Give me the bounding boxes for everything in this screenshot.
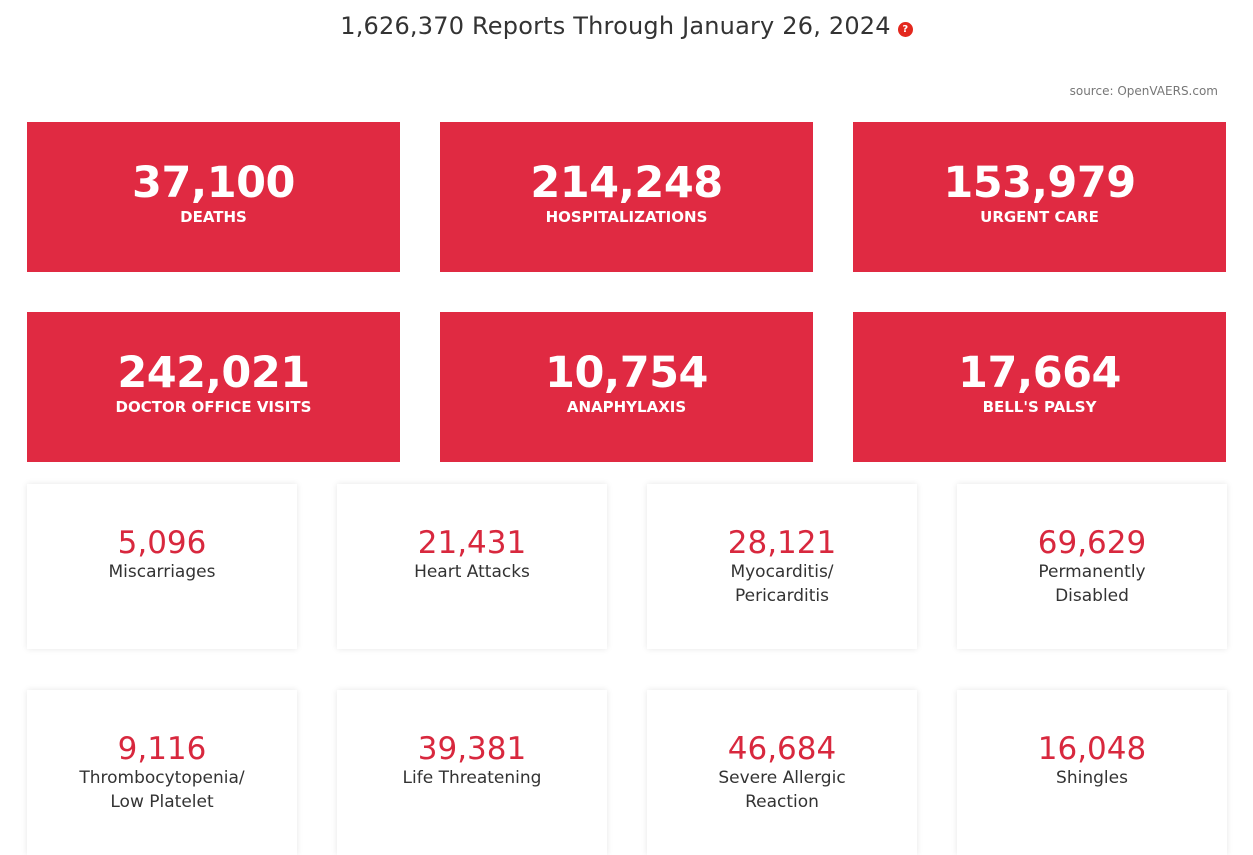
stat-label-line: Myocarditis/ xyxy=(730,562,834,582)
stat-label: Heart Attacks xyxy=(377,560,567,584)
stat-value: 21,431 xyxy=(417,525,527,561)
stat-value: 39,381 xyxy=(417,731,527,767)
stat-card-miscarriages: 5,096 Miscarriages xyxy=(27,484,297,649)
stat-label-line: Shingles xyxy=(1056,768,1128,788)
stat-value: 46,684 xyxy=(727,731,837,767)
stat-value: 16,048 xyxy=(1037,731,1147,767)
stat-card-permanently-disabled: 69,629 Permanently Disabled xyxy=(957,484,1227,649)
stat-value: 37,100 xyxy=(132,158,295,208)
stat-label-line: Reaction xyxy=(745,792,819,812)
stat-card-deaths: 37,100 DEATHS xyxy=(27,122,400,272)
stat-label: Severe Allergic Reaction xyxy=(687,766,877,814)
stat-value: 9,116 xyxy=(117,731,207,767)
stat-label: Miscarriages xyxy=(67,560,257,584)
stat-card-anaphylaxis: 10,754 ANAPHYLAXIS xyxy=(440,312,813,462)
stat-card-bells-palsy: 17,664 BELL'S PALSY xyxy=(853,312,1226,462)
stat-card-thrombocytopenia: 9,116 Thrombocytopenia/ Low Platelet xyxy=(27,690,297,855)
stat-value: 5,096 xyxy=(117,525,207,561)
source-attribution: source: OpenVAERS.com xyxy=(1069,84,1218,98)
stat-label: DEATHS xyxy=(180,208,247,226)
stat-label-line: Permanently xyxy=(1038,562,1146,582)
stat-card-heart-attacks: 21,431 Heart Attacks xyxy=(337,484,607,649)
stat-value: 242,021 xyxy=(117,348,310,398)
stat-value: 17,664 xyxy=(958,348,1121,398)
stat-label: Life Threatening xyxy=(377,766,567,790)
stat-label: BELL'S PALSY xyxy=(982,398,1097,416)
stat-label: Myocarditis/ Pericarditis xyxy=(687,560,877,608)
help-icon[interactable]: ? xyxy=(897,21,913,37)
stat-label: DOCTOR OFFICE VISITS xyxy=(115,398,312,416)
stat-card-myocarditis: 28,121 Myocarditis/ Pericarditis xyxy=(647,484,917,649)
stat-label-line: Severe Allergic xyxy=(718,768,846,788)
stat-label: URGENT CARE xyxy=(980,208,1099,226)
stat-label-line: Disabled xyxy=(1055,586,1129,606)
stat-card-doctor-office-visits: 242,021 DOCTOR OFFICE VISITS xyxy=(27,312,400,462)
stat-label-line: Low Platelet xyxy=(110,792,214,812)
stat-card-shingles: 16,048 Shingles xyxy=(957,690,1227,855)
page-header: 1,626,370 Reports Through January 26, 20… xyxy=(0,8,1253,44)
stat-label-line: Life Threatening xyxy=(402,768,542,788)
stat-card-life-threatening: 39,381 Life Threatening xyxy=(337,690,607,855)
stat-value: 28,121 xyxy=(727,525,837,561)
stat-card-urgent-care: 153,979 URGENT CARE xyxy=(853,122,1226,272)
stat-label: ANAPHYLAXIS xyxy=(566,398,687,416)
stat-label-line: Heart Attacks xyxy=(414,562,530,582)
page-title: 1,626,370 Reports Through January 26, 20… xyxy=(340,12,891,40)
stat-label: Thrombocytopenia/ Low Platelet xyxy=(67,766,257,814)
stat-value: 69,629 xyxy=(1037,525,1147,561)
stat-value: 10,754 xyxy=(545,348,708,398)
stat-label-line: Pericarditis xyxy=(734,586,830,606)
stat-label: Shingles xyxy=(997,766,1187,790)
stat-label-line: Miscarriages xyxy=(108,562,216,582)
stat-label-line: Thrombocytopenia/ xyxy=(79,768,245,788)
stat-value: 214,248 xyxy=(530,158,723,208)
stat-label: Permanently Disabled xyxy=(997,560,1187,608)
stat-label: HOSPITALIZATIONS xyxy=(545,208,708,226)
stat-card-hospitalizations: 214,248 HOSPITALIZATIONS xyxy=(440,122,813,272)
stat-value: 153,979 xyxy=(943,158,1136,208)
stat-card-severe-allergic-reaction: 46,684 Severe Allergic Reaction xyxy=(647,690,917,855)
